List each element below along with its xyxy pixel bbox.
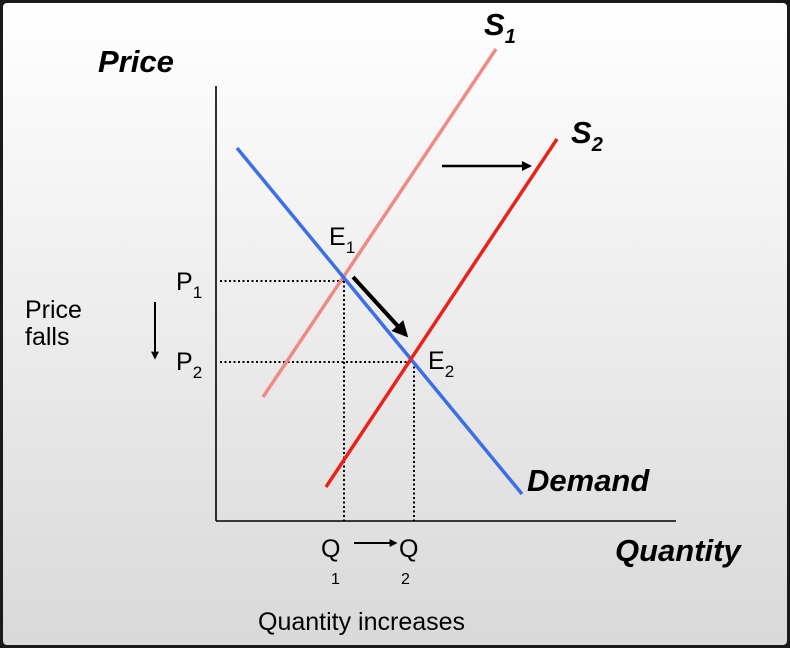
supply-1-curve bbox=[261, 48, 498, 398]
price-1-label: P1 bbox=[176, 268, 202, 302]
price-falls-line-1: Price bbox=[25, 296, 82, 324]
equilibrium-1-label: E1 bbox=[329, 223, 355, 257]
quantity-1-subscript: 1 bbox=[331, 571, 340, 588]
price-axis-label: Price bbox=[98, 44, 174, 79]
quantity-2-subscript: 2 bbox=[401, 571, 410, 588]
quantity-2-letter: Q bbox=[399, 535, 418, 563]
equilibrium-move-arrow bbox=[351, 275, 409, 338]
supply-2-label: S2 bbox=[571, 115, 603, 156]
supply-2-curve bbox=[324, 138, 559, 488]
quantity-1-letter: Q bbox=[321, 535, 340, 563]
quantity-axis-label: Quantity bbox=[615, 533, 742, 568]
equilibrium-2-label: E2 bbox=[428, 347, 454, 381]
supply-1-label: S1 bbox=[484, 7, 516, 48]
price-falls-line-2: falls bbox=[25, 323, 69, 351]
quantity-increases-label: Quantity increases bbox=[258, 608, 465, 636]
price-2-label: P2 bbox=[176, 348, 202, 382]
demand-curve bbox=[235, 146, 524, 496]
demand-label: Demand bbox=[527, 463, 650, 498]
